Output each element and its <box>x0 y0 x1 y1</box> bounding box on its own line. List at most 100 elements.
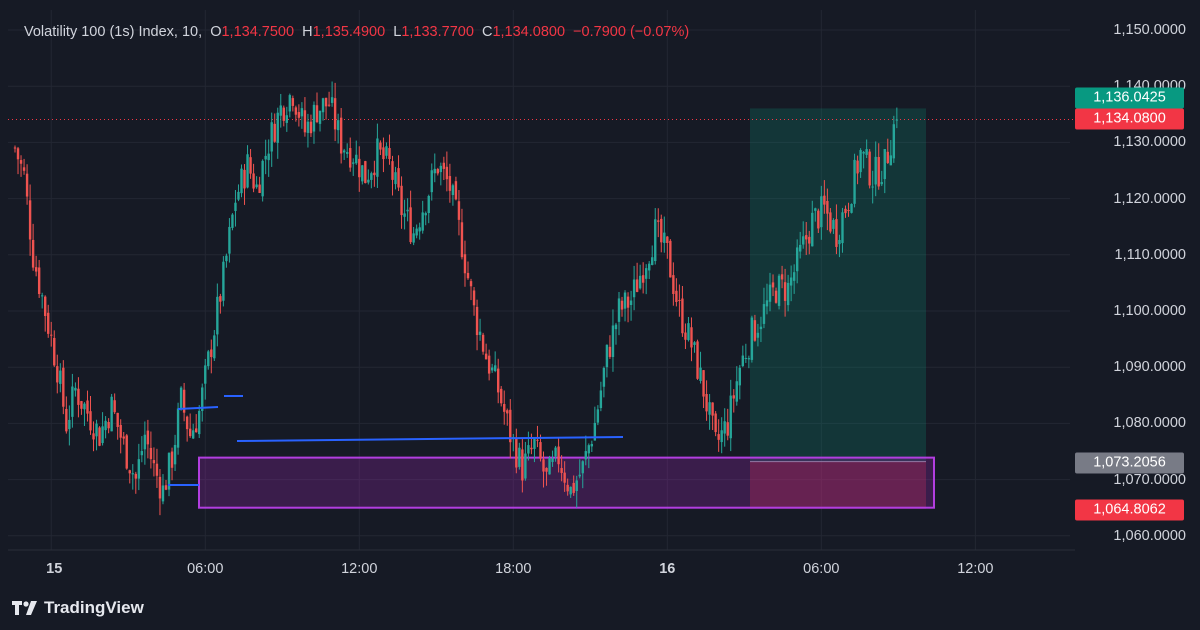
low-key: L <box>393 24 402 40</box>
candle-body <box>140 451 144 456</box>
candle-body <box>596 409 600 423</box>
candle-body <box>240 168 243 194</box>
candle-body <box>756 332 760 338</box>
candle-body <box>575 480 578 492</box>
candle-body <box>104 420 107 431</box>
entry-price-badge: 1,073.2056 <box>1075 452 1184 474</box>
candle-body <box>820 196 823 228</box>
candle-body <box>478 331 482 335</box>
candle-body <box>660 218 663 243</box>
candle-body <box>234 202 237 211</box>
candle-body <box>611 325 615 358</box>
candle-body <box>176 408 180 448</box>
candle-body <box>738 367 741 386</box>
candle-body <box>675 290 678 303</box>
candle-body <box>321 98 325 113</box>
candle-body <box>808 236 811 244</box>
tradingview-logo[interactable]: TradingView <box>12 598 144 618</box>
candle-body <box>164 485 168 490</box>
candle-body <box>195 428 198 433</box>
candle-body <box>768 284 772 302</box>
target-price-badge: 1,136.0425 <box>1075 87 1184 109</box>
candle-body <box>629 300 633 305</box>
candle-body <box>521 449 524 481</box>
trendlines <box>168 395 624 486</box>
candle-body <box>34 267 38 272</box>
candle-body <box>795 247 799 272</box>
candle-body <box>86 400 89 414</box>
candle-body <box>524 453 527 479</box>
candle-body <box>379 142 382 150</box>
candle-body <box>270 122 273 152</box>
candle-body <box>687 323 690 341</box>
candle-body <box>862 151 865 154</box>
candle-body <box>463 254 467 274</box>
candle-body <box>729 395 732 439</box>
price-tick-label: 1,080.0000 <box>1113 415 1186 432</box>
candle-body <box>826 200 829 214</box>
candle-body <box>318 110 322 124</box>
candle-body <box>527 445 530 454</box>
candle-body <box>509 409 512 443</box>
candle-body <box>587 445 590 454</box>
candle-body <box>198 410 201 435</box>
candle-body <box>481 334 485 352</box>
candle-body <box>312 104 316 132</box>
candle-body <box>620 300 624 310</box>
time-tick-label: 12:00 <box>957 561 994 577</box>
candle-body <box>735 381 738 402</box>
candle-body <box>361 165 364 182</box>
price-tick-label: 1,120.0000 <box>1113 190 1186 207</box>
candle-body <box>817 210 820 229</box>
long-position-loss-zone <box>750 461 926 509</box>
symbol-label: Volatility 100 (1s) Index, 10, <box>24 24 203 40</box>
candle-body <box>388 148 391 160</box>
candle-body <box>780 274 784 280</box>
candle-body <box>391 161 394 180</box>
candle-body <box>847 210 850 212</box>
candle-body <box>605 344 609 368</box>
candle-body <box>415 228 418 236</box>
candle-body <box>170 451 174 468</box>
candle-body <box>669 240 672 278</box>
candle-body <box>191 430 195 439</box>
high-value: 1,135.4900 <box>312 24 386 40</box>
candle-body <box>288 95 292 112</box>
candle-body <box>572 482 575 493</box>
candle-body <box>47 312 50 334</box>
candle-body <box>28 200 32 240</box>
candle-body <box>125 435 128 469</box>
candle-body <box>684 332 687 340</box>
candle-body <box>110 396 113 432</box>
candle-body <box>346 152 349 154</box>
time-tick-label: 18:00 <box>495 561 532 577</box>
candle-body <box>548 457 551 475</box>
candle-body <box>216 296 219 335</box>
candle-body <box>720 430 723 443</box>
trendline-upper <box>177 406 219 410</box>
candle-body <box>282 107 285 121</box>
candle-body <box>886 151 889 163</box>
candle-body <box>569 486 572 495</box>
candle-body <box>832 220 835 229</box>
candle-body <box>352 162 355 164</box>
candle-body <box>484 353 488 360</box>
candle-body <box>31 239 35 268</box>
candle-body <box>554 447 557 457</box>
candle-body <box>92 433 95 440</box>
candle-body <box>116 412 119 427</box>
candle-body <box>342 150 346 153</box>
candle-body <box>143 434 147 450</box>
candle-body <box>632 279 636 298</box>
demand-zone-box <box>198 456 935 509</box>
candle-body <box>883 149 886 180</box>
candle-body <box>856 160 859 174</box>
candle-body <box>122 436 125 439</box>
last-price-badge: 1,134.0800 <box>1075 108 1184 130</box>
candle-body <box>678 299 681 301</box>
candle-body <box>436 168 439 174</box>
candle-body <box>89 411 92 431</box>
candle-body <box>179 387 183 408</box>
close-key: C <box>481 24 493 40</box>
